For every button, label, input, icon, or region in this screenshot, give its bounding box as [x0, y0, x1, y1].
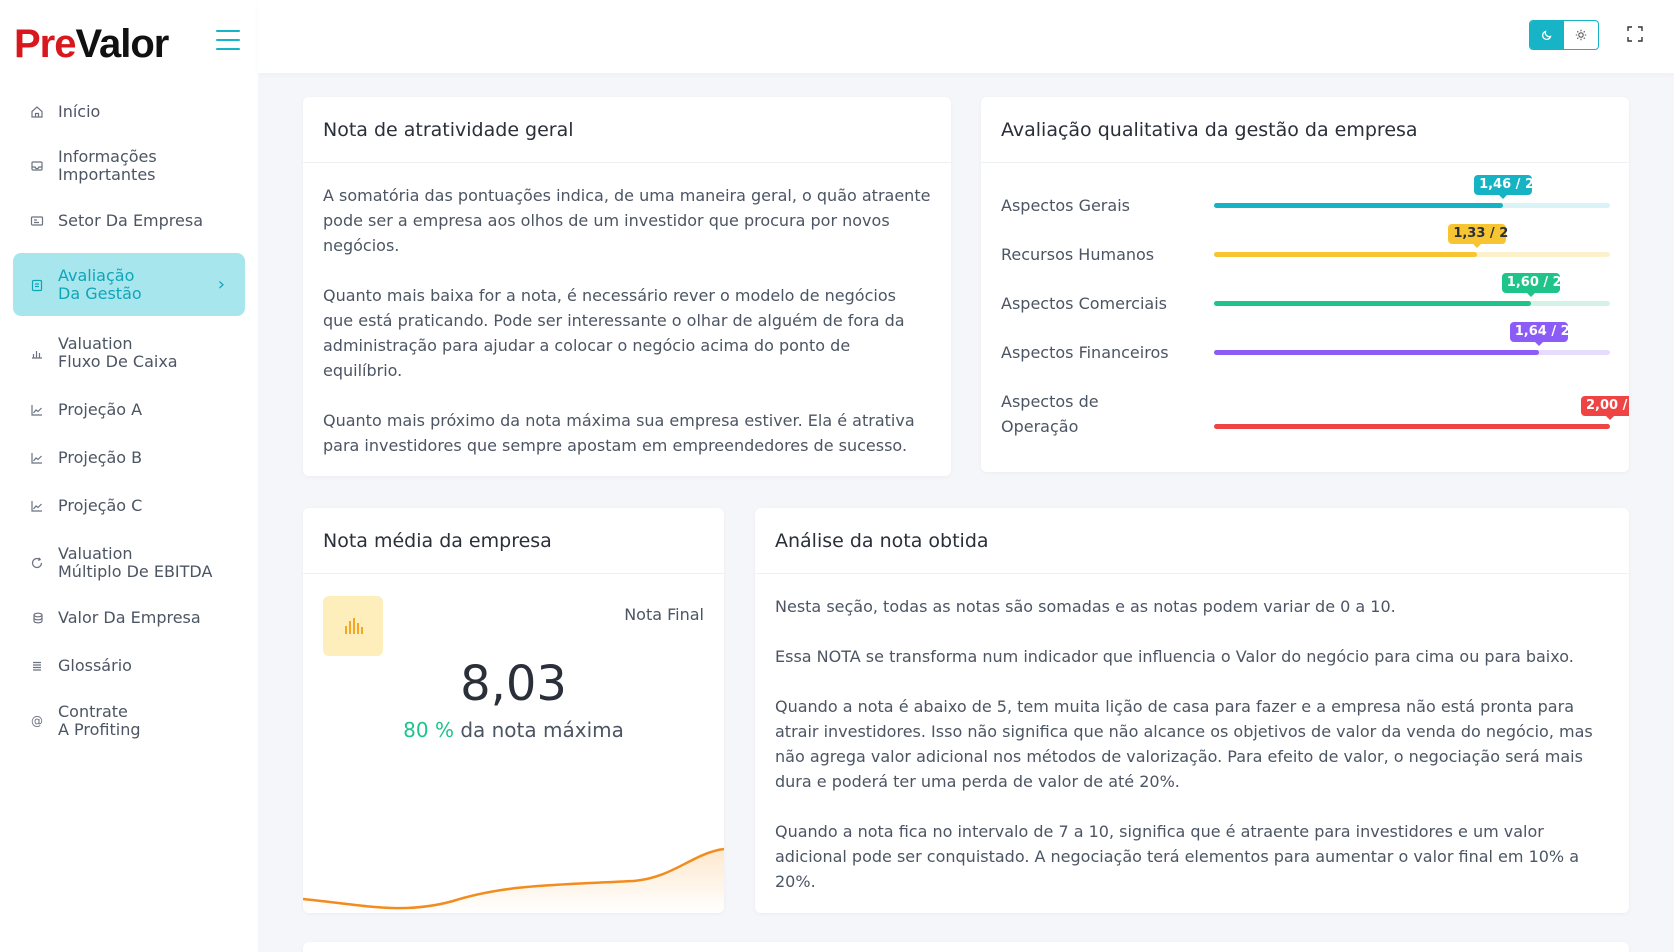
sidebar-item-setor[interactable]: Setor Da Empresa [13, 201, 245, 241]
sidebar-item-glossario[interactable]: Glossário [13, 646, 245, 686]
paragraph: A somatória das pontuações indica, de um… [323, 186, 931, 255]
chevron-right-icon: › [217, 273, 225, 295]
qualitative-fill [1214, 203, 1504, 208]
id-card-icon [30, 214, 44, 228]
sidebar: PreValor Início Informações Importantes S… [0, 0, 258, 952]
fullscreen-icon[interactable] [1627, 26, 1643, 42]
qualitative-badge: 2,00 / 2 [1581, 396, 1629, 420]
qualitative-label: Aspectos Gerais [1001, 196, 1130, 215]
nota-percent: 80 % da nota máxima [303, 718, 724, 742]
paragraph: Nesta seção, todas as notas são somadas … [775, 597, 1396, 616]
sidebar-item-label: Contrate A Profiting [58, 702, 141, 739]
top-bar [258, 0, 1674, 73]
sidebar-item-avaliacao[interactable]: Avaliação Da Gestão › [13, 253, 245, 316]
qualitative-row: Aspectos Gerais 1,46 / 2 [1001, 175, 1611, 253]
qualitative-row: Aspectos de Operação 2,00 / 2 [1001, 389, 1629, 449]
qualitative-label: Aspectos Financeiros [1001, 343, 1169, 362]
sidebar-item-label: Projeção C [58, 496, 143, 515]
sidebar-item-label: Informações Importantes [58, 147, 157, 184]
sidebar-item-valor-empresa[interactable]: Valor Da Empresa [13, 598, 245, 638]
logo-valor: Valor [75, 22, 170, 66]
nota-final-label: Nota Final [624, 605, 704, 624]
qualitative-badge: 1,33 / 2 [1448, 224, 1508, 248]
nota-percent-value: 80 % [403, 718, 454, 742]
paragraph: Quanto mais próximo da nota máxima sua e… [323, 411, 915, 455]
card-title: Nota de atratividade geral [303, 97, 951, 163]
area-chart-icon [30, 403, 44, 417]
card-body: Nesta seção, todas as notas são somadas … [755, 574, 1629, 913]
card-qualitativa: Avaliação qualitativa da gestão da empre… [981, 97, 1629, 472]
sidebar-item-label: Projeção B [58, 448, 143, 467]
qualitative-fill [1214, 252, 1478, 257]
card-title: Avaliação qualitativa da gestão da empre… [981, 97, 1629, 163]
qualitative-row: Aspectos Financeiros 1,64 / 2 [1001, 322, 1611, 400]
logo-pre: Pre [14, 22, 76, 66]
sidebar-item-projecao-b[interactable]: Projeção B [13, 438, 245, 478]
sidebar-item-label: Início [58, 102, 101, 121]
moon-icon[interactable] [1530, 21, 1564, 49]
bar-chart-icon [323, 596, 383, 656]
sidebar-item-contrate[interactable]: @ Contrate A Profiting [13, 695, 245, 747]
list-icon [30, 659, 44, 673]
card-next [303, 942, 1629, 952]
at-icon: @ [31, 714, 43, 728]
sidebar-item-inicio[interactable]: Início [13, 92, 245, 132]
card-title: Análise da nota obtida [755, 508, 1629, 574]
qualitative-label: Recursos Humanos [1001, 245, 1155, 264]
nota-percent-suffix: da nota máxima [460, 718, 624, 742]
sidebar-item-label: Valuation Fluxo De Caixa [58, 334, 178, 371]
sidebar-item-informacoes[interactable]: Informações Importantes [13, 140, 245, 192]
qualitative-fill [1214, 350, 1539, 355]
nota-final-value: 8,03 [460, 656, 567, 712]
sidebar-item-label: Setor Da Empresa [58, 211, 203, 230]
qualitative-badge: 1,60 / 2 [1501, 273, 1562, 297]
sidebar-item-label: Valuation Múltiplo De EBITDA [58, 544, 213, 581]
qualitative-row: Recursos Humanos 1,33 / 2 [1001, 224, 1611, 302]
sidebar-item-valuation-fluxo[interactable]: Valuation Fluxo De Caixa [13, 327, 245, 379]
qualitative-track [1214, 301, 1610, 306]
sun-icon[interactable] [1564, 21, 1598, 49]
qualitative-fill [1214, 301, 1531, 306]
qualitative-badge: 1,46 / 2 [1474, 175, 1534, 199]
paragraph: Quando a nota é abaixo de 5, tem muita l… [775, 697, 1593, 791]
qualitative-label: Aspectos de Operação [1001, 392, 1099, 436]
prevalor-logo[interactable]: PreValor [14, 20, 170, 68]
sidebar-nav: Início Informações Importantes Setor Da E… [0, 92, 258, 747]
sidebar-item-projecao-c[interactable]: Projeção C [13, 486, 245, 526]
sidebar-item-valuation-ebitda[interactable]: Valuation Múltiplo De EBITDA [13, 537, 245, 589]
coins-icon [30, 611, 44, 625]
qualitative-badge: 1,64 / 2 [1509, 322, 1570, 346]
menu-toggle-icon[interactable] [216, 30, 240, 50]
sparkline [303, 847, 724, 913]
sidebar-item-label: Valor Da Empresa [58, 608, 201, 627]
qualitative-track [1214, 252, 1610, 257]
theme-toggle[interactable] [1529, 20, 1599, 50]
qualitative-track [1214, 424, 1610, 429]
card-analise: Análise da nota obtida Nesta seção, toda… [755, 508, 1629, 913]
area-chart-icon [30, 451, 44, 465]
sidebar-item-label: Avaliação Da Gestão [58, 265, 142, 303]
card-title: Nota média da empresa [303, 508, 724, 574]
refresh-icon [30, 556, 44, 570]
paragraph: Essa NOTA se transforma num indicador qu… [775, 647, 1574, 666]
inbox-icon [30, 159, 44, 173]
home-icon [30, 105, 44, 119]
sidebar-item-label: Projeção A [58, 400, 143, 419]
card-body: A somatória das pontuações indica, de um… [303, 163, 951, 476]
bar-chart-icon [30, 346, 44, 360]
paragraph: Quando a nota fica no intervalo de 7 a 1… [775, 822, 1580, 891]
qualitative-row: Aspectos Comerciais 1,60 / 2 [1001, 273, 1611, 351]
sidebar-item-label: Glossário [58, 656, 132, 675]
qualitative-track [1214, 203, 1610, 208]
clipboard-icon [30, 278, 44, 292]
sidebar-item-projecao-a[interactable]: Projeção A [13, 390, 245, 430]
qualitative-fill [1214, 424, 1610, 429]
qualitative-label: Aspectos Comerciais [1001, 294, 1168, 313]
card-nota-media: Nota média da empresa Nota Final 8,03 80… [303, 508, 724, 913]
area-chart-icon [30, 499, 44, 513]
card-atratividade: Nota de atratividade geral A somatória d… [303, 97, 951, 476]
qualitative-track [1214, 350, 1610, 355]
paragraph: Quanto mais baixa for a nota, é necessár… [323, 286, 905, 380]
